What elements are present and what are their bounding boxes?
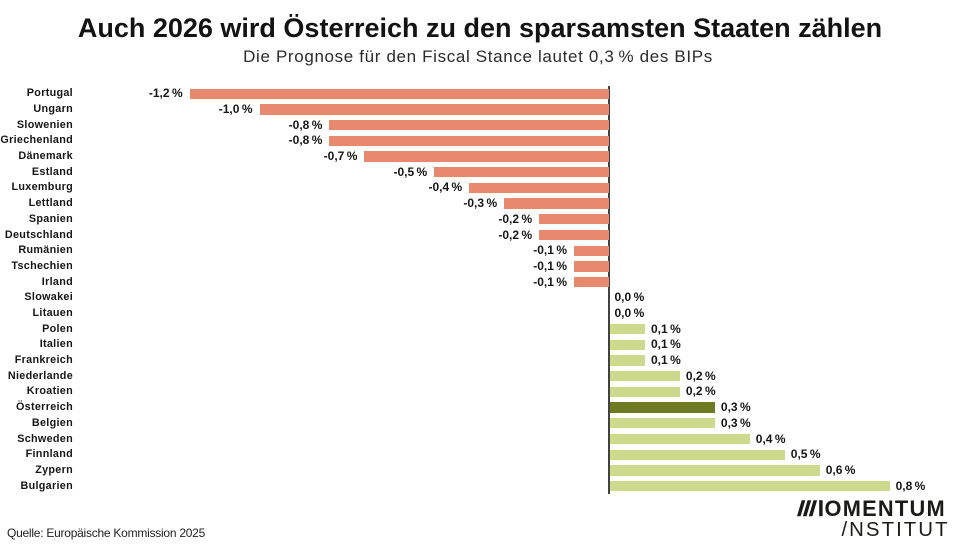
svg-text:OMENTUM: OMENTUM bbox=[825, 496, 946, 521]
svg-text:/NSTITUT: /NSTITUT bbox=[841, 519, 949, 540]
